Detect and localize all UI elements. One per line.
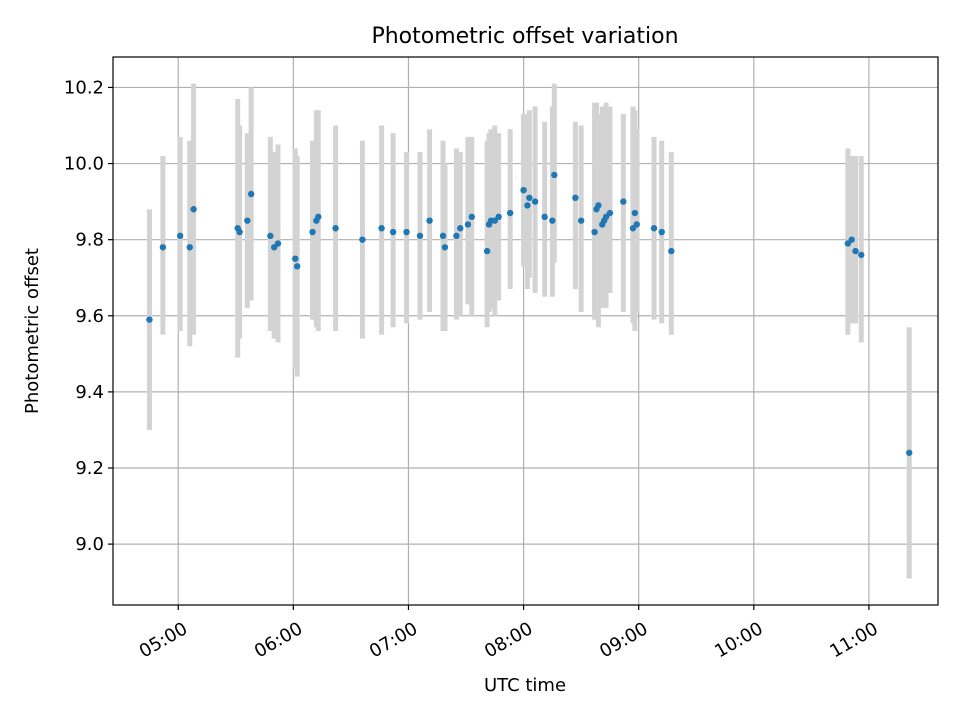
data-point: [620, 198, 627, 205]
data-point: [572, 194, 579, 202]
data-point: [506, 209, 514, 217]
data-point: [577, 217, 585, 224]
data-point: [267, 232, 274, 240]
x-axis-title: UTC time: [484, 675, 566, 696]
data-points: [146, 171, 913, 456]
data-point: [483, 247, 491, 255]
data-point: [186, 244, 193, 251]
data-point: [906, 449, 913, 456]
data-point: [606, 209, 614, 217]
data-point: [247, 190, 255, 198]
data-point: [159, 244, 167, 251]
data-point: [551, 171, 558, 179]
data-point: [531, 198, 539, 205]
data-point: [591, 228, 598, 236]
data-point: [658, 228, 665, 236]
data-point: [495, 213, 502, 221]
y-axis-ticks: 9.0 9.2 9.4 9.6 9.8 10.0 10.2: [64, 77, 113, 555]
y-tick-label: 10.2: [64, 77, 104, 98]
data-point: [541, 213, 548, 221]
data-point: [146, 316, 153, 323]
y-tick-label: 9.8: [75, 230, 104, 251]
data-point: [359, 236, 366, 243]
data-point: [190, 206, 197, 213]
data-point: [441, 244, 449, 251]
data-point: [378, 225, 385, 232]
data-point: [389, 228, 397, 236]
data-point: [631, 209, 639, 217]
data-point: [439, 232, 447, 240]
data-point: [468, 213, 475, 221]
y-tick-label: 9.0: [75, 534, 104, 555]
y-tick-label: 9.4: [75, 382, 104, 403]
data-point: [848, 236, 855, 243]
data-point: [416, 232, 424, 240]
data-point: [453, 232, 460, 240]
data-point: [852, 247, 859, 255]
y-tick-label: 10.0: [64, 154, 104, 175]
data-point: [293, 263, 301, 270]
chart-title: Photometric offset variation: [371, 24, 678, 49]
data-point: [668, 247, 675, 255]
y-tick-label: 9.2: [75, 458, 104, 479]
y-tick-label: 9.6: [75, 306, 104, 327]
plot-area-frame: [112, 56, 939, 606]
data-point: [403, 228, 410, 236]
data-point: [309, 228, 316, 236]
data-point: [858, 251, 865, 259]
data-point: [524, 202, 531, 209]
data-point: [236, 228, 243, 236]
data-point: [426, 217, 433, 224]
y-axis-title: Photometric offset: [22, 248, 43, 414]
data-point: [176, 232, 184, 240]
data-point: [633, 221, 640, 228]
data-point: [332, 225, 339, 232]
data-point: [595, 202, 602, 209]
data-point: [650, 225, 658, 232]
data-point: [549, 217, 556, 224]
data-point: [526, 194, 533, 202]
data-point: [244, 217, 251, 224]
data-point: [315, 213, 322, 221]
data-point: [274, 240, 282, 247]
data-point: [464, 221, 472, 228]
data-point: [292, 255, 299, 262]
data-point: [520, 186, 527, 194]
data-point: [457, 225, 464, 232]
